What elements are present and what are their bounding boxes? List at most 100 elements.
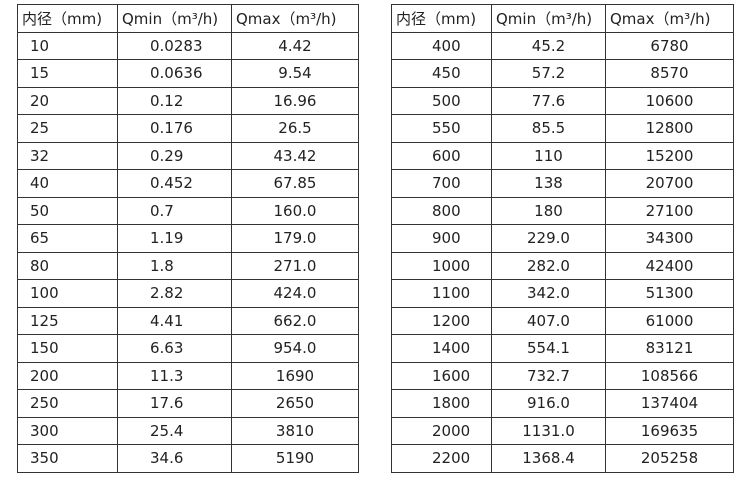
table-cell: 300 [17, 416, 118, 445]
table-cell: 0.452 [117, 169, 232, 198]
table-cell: 77.6 [491, 86, 606, 115]
table-cell: 1000 [391, 251, 492, 280]
table-cell: 179.0 [231, 224, 359, 253]
table-cell: 43.42 [231, 141, 359, 170]
table-cell: 40 [17, 169, 118, 198]
table-row: 250 17.6 2650 [17, 389, 359, 418]
table-cell: 26.5 [231, 114, 359, 143]
table-row: 100 2.82 424.0 [17, 279, 359, 308]
table-cell: 34.6 [117, 444, 232, 473]
table-cell: 1400 [391, 334, 492, 363]
table-cell: 1131.0 [491, 416, 606, 445]
table-cell: 32 [17, 141, 118, 170]
table-cell: 25.4 [117, 416, 232, 445]
table-cell: 125 [17, 306, 118, 335]
table-cell: 15 [17, 59, 118, 88]
table-cell: 169635 [605, 416, 734, 445]
table-cell: 85.5 [491, 114, 606, 143]
table-cell: 554.1 [491, 334, 606, 363]
table-cell: 1600 [391, 361, 492, 390]
table-cell: 5190 [231, 444, 359, 473]
table-row: 25 0.176 26.5 [17, 114, 359, 143]
table-cell: 424.0 [231, 279, 359, 308]
table-cell: 0.0636 [117, 59, 232, 88]
table-cell: 2000 [391, 416, 492, 445]
table-cell: 25 [17, 114, 118, 143]
table-row: 700 138 20700 [391, 169, 734, 198]
table-cell: 20700 [605, 169, 734, 198]
table-cell: 1690 [231, 361, 359, 390]
table-cell: 954.0 [231, 334, 359, 363]
table-cell: 12800 [605, 114, 734, 143]
table-cell: 61000 [605, 306, 734, 335]
table-cell: 350 [17, 444, 118, 473]
table-row: 40 0.452 67.85 [17, 169, 359, 198]
table-cell: 450 [391, 59, 492, 88]
table-cell: 150 [17, 334, 118, 363]
table-cell: 1100 [391, 279, 492, 308]
table-row: 1100 342.0 51300 [391, 279, 734, 308]
table-row: 32 0.29 43.42 [17, 141, 359, 170]
table-cell: 550 [391, 114, 492, 143]
table-cell: 27100 [605, 196, 734, 225]
table-row: 125 4.41 662.0 [17, 306, 359, 335]
table-cell: 138 [491, 169, 606, 198]
header-cell: 内径（mm) [391, 4, 492, 33]
header-cell: Qmax（m³/h) [605, 4, 734, 33]
table-cell: 180 [491, 196, 606, 225]
table-cell: 16.96 [231, 86, 359, 115]
table-cell: 2650 [231, 389, 359, 418]
table-cell: 600 [391, 141, 492, 170]
table-cell: 45.2 [491, 31, 606, 60]
flow-table: 内径（mm) Qmin（m³/h) Qmax（m³/h) 400 45.2 6780 450… [391, 4, 734, 473]
flow-table: 内径（mm) Qmin（m³/h) Qmax（m³/h) 10 0.0283 4.42 15… [17, 4, 359, 473]
table-cell: 137404 [605, 389, 734, 418]
table-cell: 10600 [605, 86, 734, 115]
table-row: 1400 554.1 83121 [391, 334, 734, 363]
header-cell: Qmax（m³/h) [231, 4, 359, 33]
table-row: 1200 407.0 61000 [391, 306, 734, 335]
table-cell: 0.0283 [117, 31, 232, 60]
table-cell: 110 [491, 141, 606, 170]
table-row: 20 0.12 16.96 [17, 86, 359, 115]
table-cell: 407.0 [491, 306, 606, 335]
table-cell: 205258 [605, 444, 734, 473]
table-cell: 0.29 [117, 141, 232, 170]
table-cell: 34300 [605, 224, 734, 253]
table-row: 80 1.8 271.0 [17, 251, 359, 280]
table-cell: 400 [391, 31, 492, 60]
table-row: 65 1.19 179.0 [17, 224, 359, 253]
table-row: 1600 732.7 108566 [391, 361, 734, 390]
table-row: 1800 916.0 137404 [391, 389, 734, 418]
table-cell: 342.0 [491, 279, 606, 308]
table-row: 内径（mm) Qmin（m³/h) Qmax（m³/h) [391, 4, 734, 33]
table-cell: 6780 [605, 31, 734, 60]
table-cell: 15200 [605, 141, 734, 170]
table-cell: 65 [17, 224, 118, 253]
table-row: 600 110 15200 [391, 141, 734, 170]
table-row: 450 57.2 8570 [391, 59, 734, 88]
table-cell: 900 [391, 224, 492, 253]
table-cell: 83121 [605, 334, 734, 363]
table-cell: 200 [17, 361, 118, 390]
table-cell: 9.54 [231, 59, 359, 88]
table-row: 800 180 27100 [391, 196, 734, 225]
table-cell: 662.0 [231, 306, 359, 335]
table-cell: 0.7 [117, 196, 232, 225]
header-cell: 内径（mm) [17, 4, 118, 33]
table-row: 内径（mm) Qmin（m³/h) Qmax（m³/h) [17, 4, 359, 33]
table-row: 15 0.0636 9.54 [17, 59, 359, 88]
header-cell: Qmin（m³/h) [117, 4, 232, 33]
table-cell: 1.19 [117, 224, 232, 253]
table-row: 1000 282.0 42400 [391, 251, 734, 280]
table-row: 500 77.6 10600 [391, 86, 734, 115]
table-cell: 282.0 [491, 251, 606, 280]
table-row: 10 0.0283 4.42 [17, 31, 359, 60]
table-row: 2200 1368.4 205258 [391, 444, 734, 473]
header-cell: Qmin（m³/h) [491, 4, 606, 33]
table-cell: 6.63 [117, 334, 232, 363]
table-cell: 732.7 [491, 361, 606, 390]
table-row: 400 45.2 6780 [391, 31, 734, 60]
table-cell: 0.12 [117, 86, 232, 115]
